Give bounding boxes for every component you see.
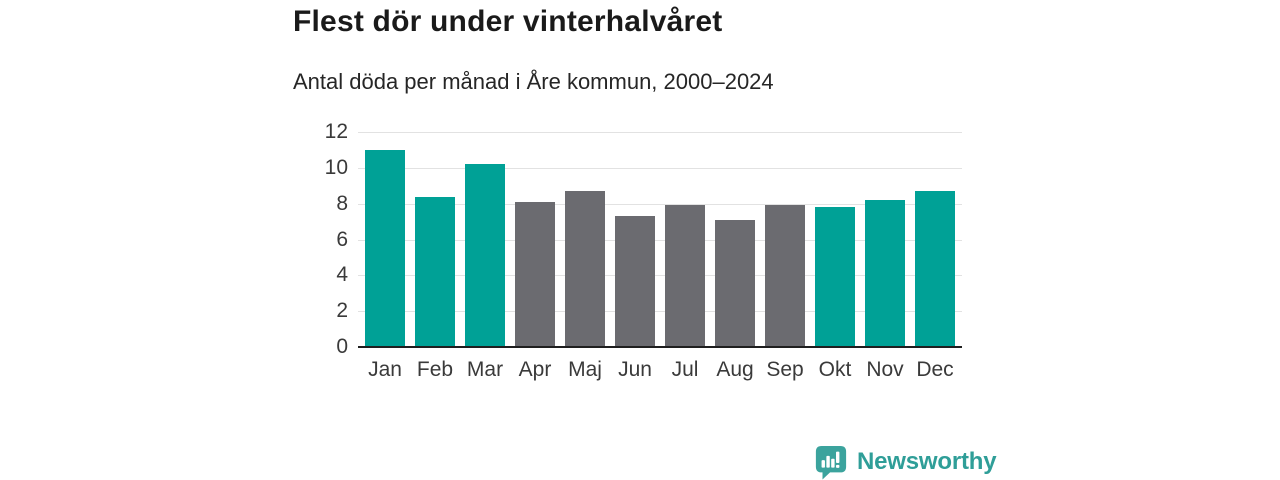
bar-chart-speech-bubble-icon (815, 445, 847, 480)
bar-maj (565, 191, 605, 347)
y-tick-label: 0 (336, 335, 348, 358)
gridline (358, 311, 962, 313)
x-tick-label-apr: Apr (518, 358, 552, 381)
bar-column-jun: Jun (615, 132, 655, 380)
bar-jan (365, 149, 405, 347)
chart-subtitle: Antal döda per månad i Åre kommun, 2000–… (293, 69, 774, 94)
bar-aug (715, 219, 755, 347)
bar-jun (615, 216, 655, 347)
bar-column-okt: Okt (815, 132, 855, 380)
chart-title: Flest dör under vinterhalvåret (293, 5, 723, 38)
y-tick-label: 2 (336, 299, 348, 323)
bar-okt (815, 207, 855, 347)
x-tick-label-sep: Sep (766, 358, 804, 381)
y-tick-label: 10 (324, 155, 348, 179)
bar-column-nov: Nov (865, 132, 905, 380)
bar-column-jul: Jul (665, 132, 705, 380)
bars: Jan Feb Mar Apr Maj Jun Jul Aug Sep Okt Nov Dec (358, 132, 962, 380)
gridline (358, 203, 962, 205)
bar-nov (865, 200, 905, 347)
x-axis-baseline (358, 346, 962, 348)
logo-bars-glyph (821, 451, 840, 468)
bar-jul (665, 205, 705, 347)
x-tick-label-aug: Aug (716, 358, 754, 381)
plot-area: Jan Feb Mar Apr Maj Jun Jul Aug Sep Okt Nov Dec (358, 132, 962, 380)
x-tick-label-nov: Nov (866, 358, 904, 381)
x-tick-label-jul: Jul (671, 358, 699, 381)
bar-column-aug: Aug (715, 132, 755, 380)
x-tick-label-jun: Jun (618, 358, 652, 381)
bar-column-dec: Dec (915, 132, 955, 380)
bar-mar (465, 164, 505, 347)
bar-column-maj: Maj (565, 132, 605, 380)
y-tick-label: 6 (336, 227, 348, 251)
bar-column-feb: Feb (415, 132, 455, 380)
x-tick-label-dec: Dec (916, 358, 954, 381)
bar-column-mar: Mar (465, 132, 505, 380)
gridline (358, 167, 962, 169)
x-tick-label-mar: Mar (466, 358, 504, 381)
brand-wordmark: Newsworthy (857, 448, 997, 475)
bar-column-apr: Apr (515, 132, 555, 380)
speech-bubble-shape (815, 445, 847, 480)
bar-apr (515, 201, 555, 347)
gridline (358, 132, 962, 133)
gridline (358, 275, 962, 277)
y-tick-label: 4 (336, 263, 348, 287)
newsworthy-logo[interactable]: Newsworthy (814, 444, 997, 480)
bar-column-jan: Jan (365, 132, 405, 380)
x-tick-label-okt: Okt (818, 358, 852, 381)
x-tick-label-feb: Feb (416, 358, 454, 381)
bar-dec (915, 191, 955, 347)
bar-column-sep: Sep (765, 132, 805, 380)
y-tick-label: 8 (336, 191, 348, 215)
bar-feb (415, 196, 455, 347)
gridline (358, 239, 962, 241)
x-tick-label-maj: Maj (568, 358, 602, 381)
y-axis: 0 2 4 6 8 10 12 (0, 120, 348, 358)
y-tick-label: 12 (324, 120, 348, 143)
bar-sep (765, 205, 805, 347)
x-tick-label-jan: Jan (368, 358, 402, 381)
